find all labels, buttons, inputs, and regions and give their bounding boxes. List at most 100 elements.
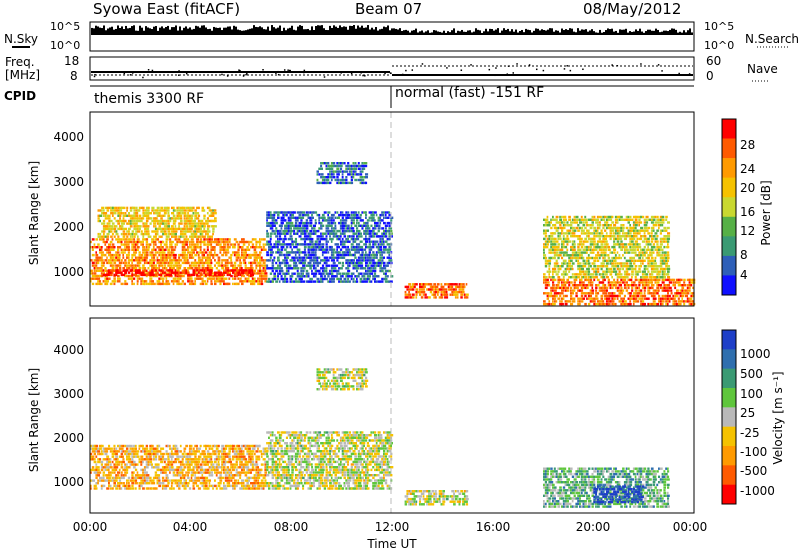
cpid-panel: CPID themis 3300 RF normal (fast) -151 R… xyxy=(4,85,694,108)
power-cell xyxy=(176,212,179,215)
power-cell xyxy=(618,273,622,276)
power-cell xyxy=(259,282,263,286)
power-cell xyxy=(197,277,201,280)
power-cell xyxy=(115,259,119,262)
power-cell xyxy=(129,232,133,236)
power-cell xyxy=(203,253,205,257)
power-cell xyxy=(329,256,332,259)
power-cell xyxy=(552,215,554,219)
power-cell xyxy=(320,173,323,176)
power-cell xyxy=(408,293,412,296)
power-cell xyxy=(142,256,145,259)
power-cell xyxy=(325,178,329,182)
power-cell xyxy=(277,245,279,249)
freq-dot xyxy=(582,68,584,71)
power-cell xyxy=(259,243,261,246)
power-cell xyxy=(140,206,143,210)
power-cell xyxy=(185,206,188,210)
power-cell xyxy=(645,297,649,300)
power-cell xyxy=(568,256,571,260)
power-cell xyxy=(271,219,275,222)
nsky-bar xyxy=(489,28,491,35)
power-cell xyxy=(647,297,650,300)
power-cell xyxy=(285,261,289,265)
power-cell xyxy=(546,262,549,265)
nsky-bar xyxy=(243,30,245,35)
power-cell xyxy=(235,240,239,244)
power-cell xyxy=(580,251,583,254)
power-cell xyxy=(241,269,244,272)
nsky-bar xyxy=(301,25,303,35)
power-cell xyxy=(370,211,374,214)
power-cell xyxy=(555,265,558,268)
power-cell xyxy=(602,235,605,238)
power-cell xyxy=(365,181,368,185)
power-cell xyxy=(241,273,243,277)
power-cell xyxy=(672,294,674,298)
power-cell xyxy=(354,245,357,249)
power-cell xyxy=(178,277,181,280)
power-cell xyxy=(206,269,209,272)
nsky-bar xyxy=(379,29,381,35)
nsky-bar xyxy=(125,25,127,35)
power-cell xyxy=(343,243,346,246)
power-cell xyxy=(126,282,129,286)
nsky-bar xyxy=(359,27,361,35)
power-cell xyxy=(681,292,685,295)
nsky-bar xyxy=(663,30,665,35)
power-cell xyxy=(672,300,675,303)
power-cell xyxy=(147,282,150,286)
power-cell xyxy=(158,235,162,238)
power-cell xyxy=(329,229,332,233)
power-cell xyxy=(329,248,333,251)
power-cell xyxy=(548,224,551,227)
power-cell xyxy=(185,235,188,238)
power-cell xyxy=(185,227,188,231)
power-cell xyxy=(607,297,611,300)
power-cell xyxy=(269,221,273,225)
power-cell xyxy=(677,300,681,303)
power-cell xyxy=(593,226,597,230)
power-cell xyxy=(262,259,265,262)
power-cell xyxy=(381,267,384,270)
power-cell xyxy=(595,302,597,306)
power-cell xyxy=(336,269,340,273)
power-cell xyxy=(196,273,199,277)
power-cell xyxy=(246,271,250,274)
power-cell xyxy=(122,235,126,238)
power-cell xyxy=(149,280,152,283)
power-cell xyxy=(582,251,585,254)
power-cell xyxy=(118,240,122,244)
power-cell xyxy=(596,267,600,271)
power-cell xyxy=(555,221,559,224)
power-cell xyxy=(670,289,673,292)
power-cell xyxy=(113,269,116,272)
power-cell xyxy=(208,219,212,223)
power-cell xyxy=(338,280,341,283)
power-cell xyxy=(390,227,393,230)
power-cell xyxy=(188,256,191,259)
power-cell xyxy=(206,243,210,246)
power-cell xyxy=(602,215,605,219)
power-cell xyxy=(131,264,134,267)
power-cell xyxy=(386,261,389,265)
power-cell xyxy=(244,267,247,270)
power-cell xyxy=(291,216,294,219)
power-cell xyxy=(623,273,627,276)
power-cell xyxy=(550,240,553,243)
power-cell xyxy=(600,243,604,246)
nsky-bar xyxy=(459,31,461,35)
power-cell xyxy=(119,219,122,223)
power-cell xyxy=(219,264,222,267)
power-cell xyxy=(250,240,253,244)
power-cell xyxy=(208,256,211,259)
power-cell xyxy=(320,248,323,251)
nsky-bar xyxy=(251,28,253,35)
power-cell xyxy=(388,256,391,259)
freq-dot xyxy=(657,64,660,66)
power-cell xyxy=(145,214,149,217)
power-cell xyxy=(580,254,583,257)
power-cell xyxy=(311,211,314,214)
power-cell xyxy=(595,256,598,260)
power-cell xyxy=(303,243,306,246)
